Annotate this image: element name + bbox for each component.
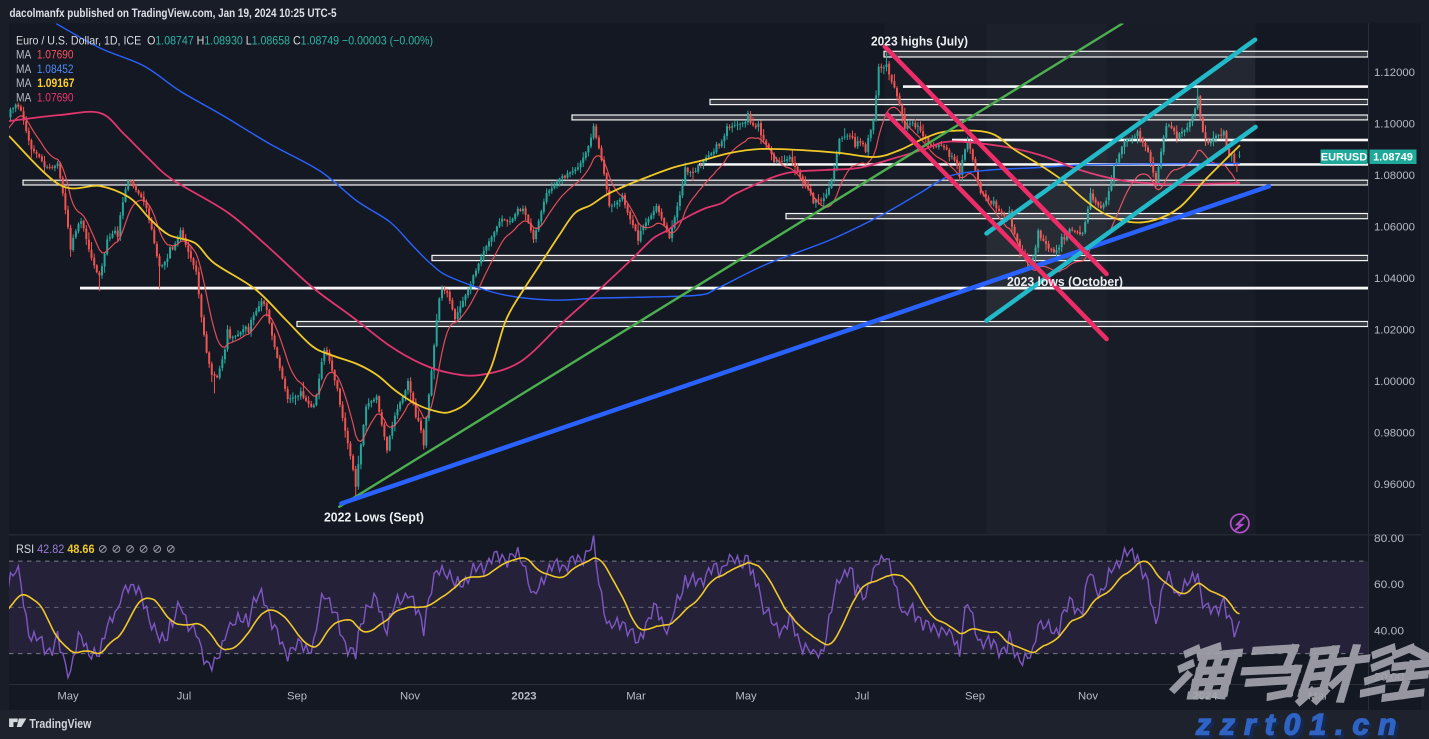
svg-text:May: May: [735, 691, 757, 703]
svg-text:zzrt01.cn: zzrt01.cn: [1198, 712, 1408, 739]
svg-text:MA 1.08452: MA 1.08452: [16, 62, 74, 76]
svg-text:2023 highs (July): 2023 highs (July): [871, 35, 968, 49]
svg-text:May: May: [57, 691, 79, 703]
svg-text:1.00000: 1.00000: [1374, 376, 1415, 388]
svg-text:Mar: Mar: [626, 691, 646, 703]
svg-text:60.00: 60.00: [1374, 579, 1404, 591]
svg-text:zzrt01.cn: zzrt01.cn: [1195, 709, 1405, 739]
svg-text:RSI 42.82 48.66: RSI 42.82 48.66: [16, 542, 95, 556]
svg-text:Sep: Sep: [965, 691, 985, 703]
svg-text:1.04000: 1.04000: [1374, 273, 1415, 285]
svg-text:2023 lows (October): 2023 lows (October): [1007, 275, 1123, 289]
svg-text:2023: 2023: [511, 691, 536, 703]
svg-text:0.96000: 0.96000: [1374, 479, 1415, 491]
svg-text:2022 Lows (Sept): 2022 Lows (Sept): [324, 511, 424, 525]
svg-text:Jul: Jul: [855, 691, 869, 703]
svg-text:1.12000: 1.12000: [1374, 67, 1415, 79]
svg-text:Euro / U.S. Dollar, 1D, ICE O: Euro / U.S. Dollar, 1D, ICE O1.08747 H1.…: [16, 34, 433, 48]
svg-text:1.08749: 1.08749: [1373, 152, 1413, 164]
svg-text:EURUSD: EURUSD: [1321, 152, 1368, 164]
svg-text:MA 1.07690: MA 1.07690: [16, 48, 74, 62]
svg-text:Nov: Nov: [1078, 691, 1098, 703]
svg-text:1.02000: 1.02000: [1374, 324, 1415, 336]
svg-text:Nov: Nov: [400, 691, 420, 703]
svg-text:TradingView: TradingView: [29, 717, 91, 731]
svg-text:1.10000: 1.10000: [1374, 118, 1415, 130]
svg-text:Jul: Jul: [177, 691, 191, 703]
svg-text:Sep: Sep: [287, 691, 307, 703]
svg-text:dacolmanfx published on Tradin: dacolmanfx published on TradingView.com,…: [10, 6, 337, 20]
svg-text:1.06000: 1.06000: [1374, 221, 1415, 233]
svg-text:40.00: 40.00: [1374, 625, 1404, 637]
svg-text:MA 1.09167: MA 1.09167: [16, 76, 75, 90]
svg-text:1.08000: 1.08000: [1374, 170, 1415, 182]
svg-text:80.00: 80.00: [1374, 533, 1404, 545]
svg-text:MA 1.07690: MA 1.07690: [16, 91, 74, 105]
svg-text:0.98000: 0.98000: [1374, 427, 1415, 439]
